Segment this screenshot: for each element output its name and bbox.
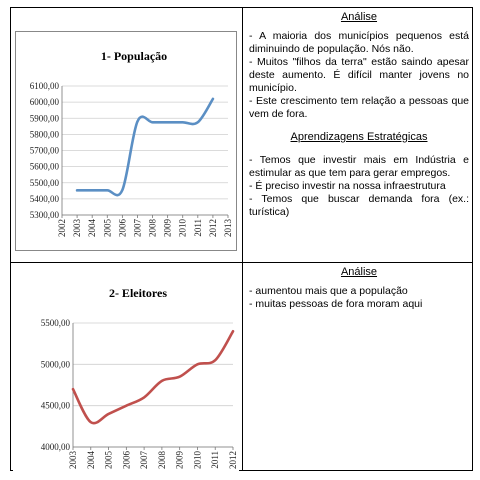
x-tick-label: 2012 bbox=[208, 219, 218, 237]
x-tick-label: 2009 bbox=[175, 451, 185, 470]
x-tick-label: 2002 bbox=[57, 219, 67, 237]
x-tick-label: 2009 bbox=[163, 219, 173, 238]
x-tick-label: 2003 bbox=[72, 219, 82, 238]
row-divider bbox=[11, 262, 472, 263]
x-tick-label: 2010 bbox=[178, 219, 188, 238]
population-chart: 1- População 5300,00 5400,00 5500,00 5600,00… bbox=[15, 31, 237, 251]
y-tick-label: 5700,00 bbox=[30, 146, 60, 156]
x-tick-label: 2012 bbox=[228, 451, 238, 469]
strategic-learnings-heading: Aprendizagens Estratégicas bbox=[290, 131, 428, 143]
strategy-bullet: - Temos que buscar demanda fora (ex.: tu… bbox=[249, 193, 469, 218]
x-tick-label: 2006 bbox=[117, 219, 127, 238]
x-tick-label: 2003 bbox=[68, 451, 78, 470]
y-tick-label: 4500,00 bbox=[41, 401, 71, 411]
y-tick-label: 5500,00 bbox=[30, 178, 60, 188]
x-tick-label: 2004 bbox=[87, 219, 97, 238]
analysis-panel-2: Análise - aumentou mais que a população … bbox=[249, 266, 469, 311]
chart-title: 2- Eleitores bbox=[109, 286, 167, 300]
y-tick-label: 5000,00 bbox=[41, 359, 71, 369]
x-tick-label: 2008 bbox=[148, 219, 158, 238]
x-tick-label: 2004 bbox=[86, 451, 96, 470]
analysis-bullet: - Este crescimento tem relação a pessoas… bbox=[249, 95, 469, 120]
series-line bbox=[75, 97, 215, 197]
x-tick-label: 2006 bbox=[121, 451, 131, 470]
y-tick-label: 6100,00 bbox=[30, 81, 60, 91]
strategy-bullet: - É preciso investir na nossa infraestru… bbox=[249, 180, 446, 192]
x-tick-label: 2005 bbox=[104, 451, 114, 470]
chart-title: 1- População bbox=[101, 49, 167, 63]
x-tick-label: 2007 bbox=[139, 451, 149, 470]
x-tick-label: 2008 bbox=[157, 451, 167, 470]
analysis-bullet: - muitas pessoas de fora moram aqui bbox=[249, 298, 423, 310]
voters-chart: 2- Eleitores 4000,00 4500,00 5000,00 5500,00… bbox=[13, 273, 239, 471]
analysis-bullet: - Muitos "filhos da terra" estão saindo … bbox=[249, 56, 469, 94]
x-tick-label: 2011 bbox=[193, 219, 203, 237]
y-tick-label: 5400,00 bbox=[30, 194, 60, 204]
analysis-heading: Análise bbox=[340, 11, 378, 23]
x-tick-label: 2011 bbox=[210, 451, 220, 469]
y-tick-label: 5600,00 bbox=[30, 162, 60, 172]
y-tick-label: 4000,00 bbox=[41, 442, 71, 452]
strategy-bullet: - Temos que investir mais em Indústria e… bbox=[249, 154, 469, 179]
table-frame: 1- População 5300,00 5400,00 5500,00 5600,00… bbox=[10, 7, 473, 471]
column-divider bbox=[242, 8, 243, 470]
series-line bbox=[71, 329, 235, 425]
y-tick-label: 5800,00 bbox=[30, 129, 60, 139]
analysis-bullet: - A maioria dos municípios pequenos está… bbox=[249, 30, 469, 55]
analysis-heading: Análise bbox=[340, 266, 378, 278]
x-tick-label: 2010 bbox=[192, 451, 202, 470]
x-tick-label: 2007 bbox=[132, 219, 142, 238]
population-chart-svg: 1- População 5300,00 5400,00 5500,00 5600,00… bbox=[30, 49, 233, 238]
y-tick-label: 5900,00 bbox=[30, 113, 60, 123]
voters-chart-svg: 2- Eleitores 4000,00 4500,00 5000,00 5500,00… bbox=[41, 286, 238, 470]
x-tick-label: 2013 bbox=[223, 219, 233, 238]
y-tick-label: 6000,00 bbox=[30, 97, 60, 107]
analysis-panel-1: Análise - A maioria dos municípios peque… bbox=[249, 11, 469, 219]
y-tick-label: 5500,00 bbox=[41, 318, 71, 328]
x-tick-label: 2005 bbox=[102, 219, 112, 238]
y-tick-label: 5300,00 bbox=[30, 210, 60, 220]
analysis-bullet: - aumentou mais que a população bbox=[249, 285, 408, 297]
